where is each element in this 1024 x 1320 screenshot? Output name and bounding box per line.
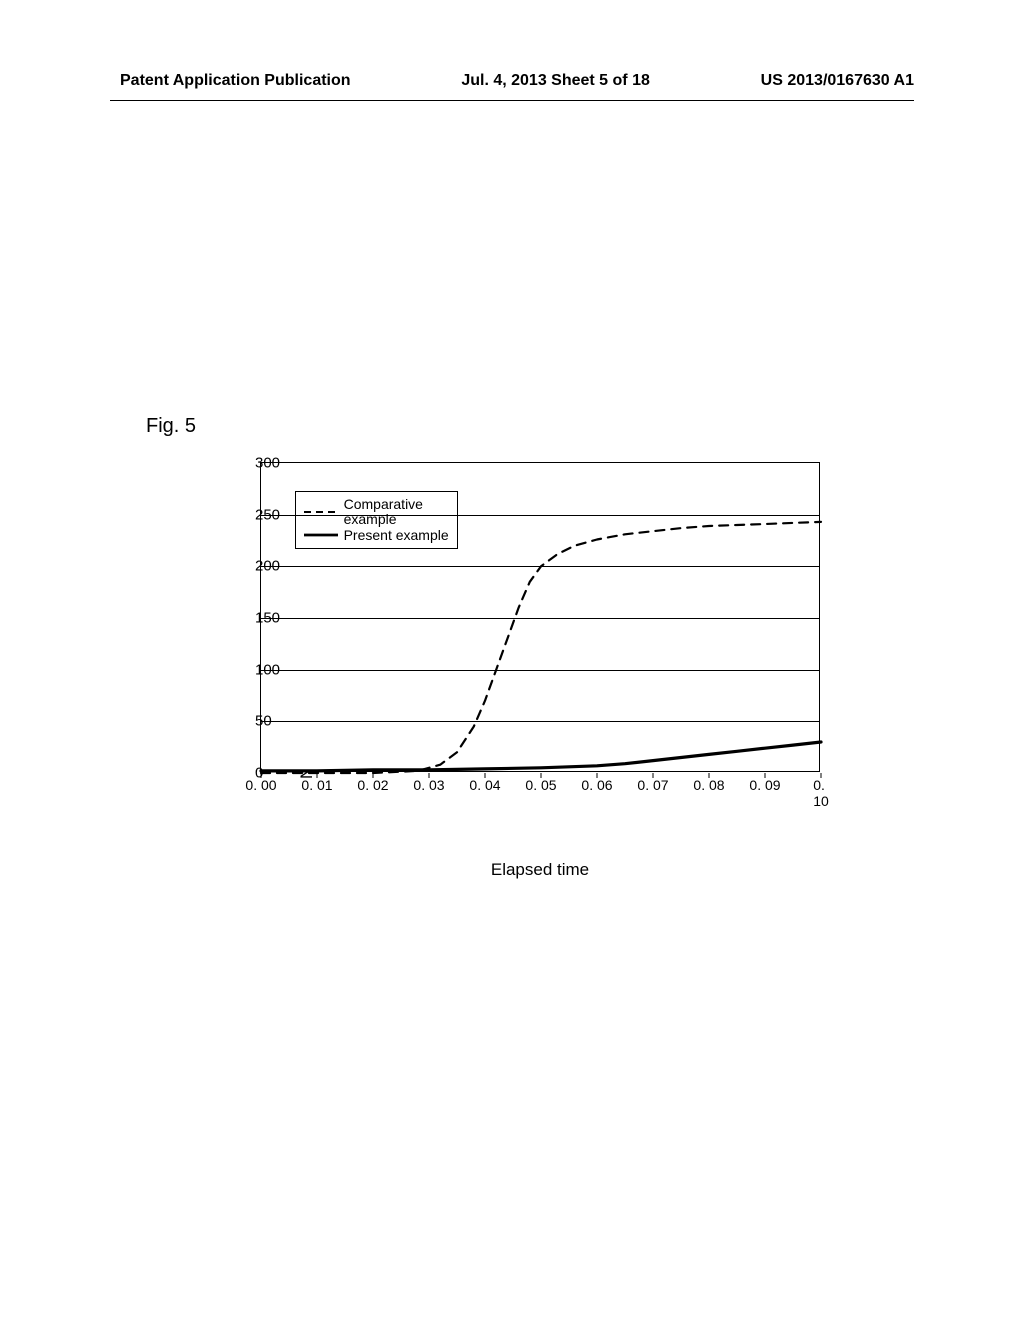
- legend-entry: Present example: [304, 528, 449, 543]
- x-tick-label: 0. 04: [469, 777, 500, 793]
- legend-swatch: [304, 529, 338, 541]
- figure-label: Fig. 5: [146, 415, 196, 438]
- series-present: [261, 742, 821, 771]
- page-header: Patent Application Publication Jul. 4, 2…: [0, 72, 1024, 90]
- header-center: Jul. 4, 2013 Sheet 5 of 18: [461, 72, 650, 90]
- gridline: [261, 515, 819, 516]
- legend: ComparativeexamplePresent example: [295, 491, 458, 549]
- x-tick-label: 0. 02: [357, 777, 388, 793]
- header-right: US 2013/0167630 A1: [761, 72, 914, 90]
- x-tick-label: 0. 05: [525, 777, 556, 793]
- header-divider: [110, 100, 914, 101]
- gridline: [261, 670, 819, 671]
- legend-entry: Comparativeexample: [304, 497, 449, 528]
- x-tick-label: 0. 06: [581, 777, 612, 793]
- legend-label: Comparativeexample: [344, 497, 423, 528]
- x-tick-label: 0. 09: [749, 777, 780, 793]
- gridline: [261, 721, 819, 722]
- plot-area: ComparativeexamplePresent example 050100…: [260, 462, 820, 772]
- series-comparative: [261, 522, 821, 773]
- gridline: [261, 566, 819, 567]
- x-tick-label: 0. 08: [693, 777, 724, 793]
- legend-label: Present example: [344, 528, 449, 543]
- x-tick-label: 0. 01: [301, 777, 332, 793]
- x-tick-label: 0. 10: [813, 777, 829, 809]
- x-axis-label: Elapsed time: [491, 860, 589, 880]
- x-tick-label: 0. 03: [413, 777, 444, 793]
- gridline: [261, 618, 819, 619]
- legend-swatch: [304, 506, 338, 518]
- x-tick-label: 0. 07: [637, 777, 668, 793]
- x-tick-label: 0. 00: [245, 777, 276, 793]
- chart: Number of passing-through particles Comp…: [180, 452, 840, 832]
- header-left: Patent Application Publication: [120, 72, 351, 90]
